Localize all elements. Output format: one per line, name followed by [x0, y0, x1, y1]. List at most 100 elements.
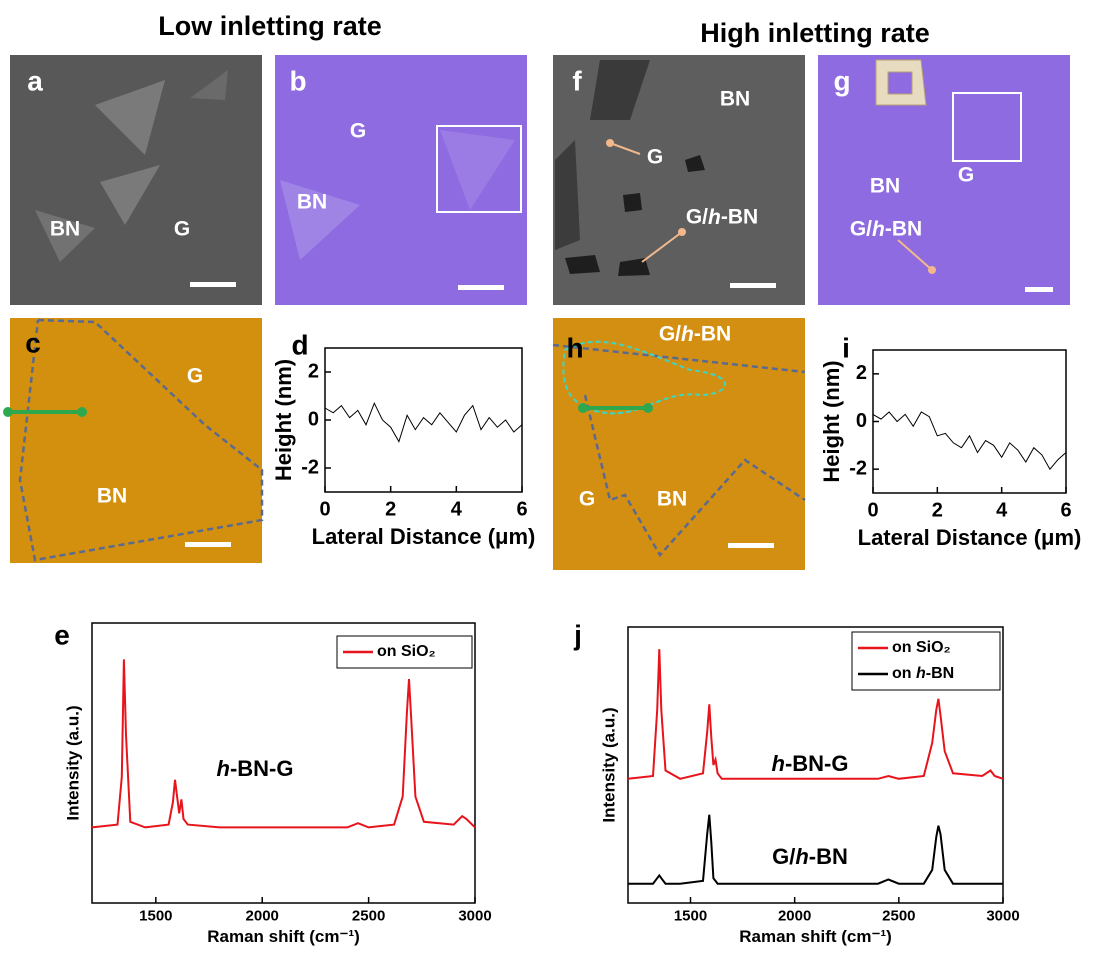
scale-bar: [1025, 287, 1053, 292]
plot-frame: [627, 626, 1004, 904]
flake: [440, 130, 515, 210]
legend-label: on h-BN: [892, 665, 954, 682]
x-tick-label: 6: [1060, 499, 1071, 521]
image-label: BN: [297, 191, 327, 214]
data-line: [872, 411, 1067, 471]
x-tick-label: 2000: [778, 907, 811, 924]
panel-label: j: [573, 619, 582, 650]
particle: [875, 59, 927, 106]
x-axis-label: Lateral Distance (μm): [312, 524, 536, 549]
pointer-dot: [606, 139, 614, 147]
x-tick-label: 0: [319, 498, 330, 520]
panel-label: c: [25, 327, 41, 358]
panel-label: a: [27, 65, 43, 96]
panel-label: d: [291, 329, 308, 360]
x-axis-label: Raman shift (cm⁻¹): [739, 927, 892, 946]
profile-end: [578, 403, 588, 413]
heading: High inletting rate: [700, 18, 930, 48]
y-tick-label: 0: [308, 408, 319, 430]
y-tick-label: 2: [308, 360, 319, 382]
optical-image: [818, 55, 1070, 305]
plot-frame: [91, 622, 476, 904]
data-line: [324, 401, 523, 443]
data-line: [91, 659, 476, 829]
outline: [583, 394, 806, 558]
x-tick-label: 4: [451, 498, 463, 520]
highlight-box: [436, 125, 522, 213]
profile-end: [77, 407, 87, 417]
highlight-box: [952, 92, 1022, 162]
legend-label: on SiO₂: [377, 643, 436, 660]
image-label: G: [958, 164, 974, 187]
x-tick-label: 1500: [674, 907, 707, 924]
scale-bar: [458, 285, 504, 290]
x-tick-label: 2: [932, 499, 943, 521]
y-axis-label: Intensity (a.u.): [63, 705, 82, 820]
pointer: [897, 239, 933, 271]
flake: [35, 210, 95, 262]
image-label: G/h-BN: [850, 218, 922, 241]
hole: [565, 255, 600, 274]
x-axis-label: Raman shift (cm⁻¹): [207, 927, 360, 946]
profile-end: [3, 407, 13, 417]
flake: [190, 70, 228, 100]
panel-label: f: [572, 65, 582, 96]
image-label: BN: [870, 175, 900, 198]
hole: [685, 155, 705, 172]
image-label: G: [174, 218, 190, 241]
x-tick-label: 2500: [882, 907, 915, 924]
panel-label: b: [289, 65, 306, 96]
scale-bar: [185, 542, 231, 547]
plot-frame: [324, 347, 523, 493]
x-tick-label: 4: [996, 499, 1008, 521]
annotation: h-BN-G: [772, 751, 849, 776]
image-label: G: [647, 146, 663, 169]
image-label: G: [350, 120, 366, 143]
image-label: G: [187, 365, 203, 388]
panel-label: i: [842, 332, 850, 363]
x-tick-label: 3000: [986, 907, 1019, 924]
flake: [280, 180, 360, 260]
y-axis-label: Height (nm): [819, 360, 844, 482]
pointer-dot: [678, 228, 686, 236]
outline: [18, 318, 264, 562]
x-tick-label: 1500: [139, 907, 172, 924]
data-line: [627, 649, 1004, 780]
image-label: G: [579, 488, 595, 511]
flake: [100, 165, 160, 225]
x-tick-label: 2: [385, 498, 396, 520]
y-tick-label: -2: [301, 456, 319, 478]
y-axis-label: Height (nm): [271, 359, 296, 481]
afm-image: [553, 318, 805, 570]
x-tick-label: 2000: [246, 907, 279, 924]
flake: [590, 60, 650, 120]
x-tick-label: 6: [516, 498, 527, 520]
y-tick-label: 2: [856, 362, 867, 384]
y-tick-label: -2: [849, 457, 867, 479]
annotation: h-BN-G: [217, 756, 294, 781]
y-tick-label: 0: [856, 410, 867, 432]
flake: [95, 80, 165, 155]
legend-box: [851, 631, 1001, 691]
flake: [555, 140, 580, 250]
pointer-dot: [928, 266, 936, 274]
panel-label: h: [566, 332, 583, 363]
annotation: G/h-BN: [772, 844, 848, 869]
hole: [618, 258, 650, 276]
panel-label: g: [833, 65, 850, 96]
hole: [623, 193, 642, 212]
image-label: G/h-BN: [686, 206, 758, 229]
image-label: BN: [720, 88, 750, 111]
panel-label: e: [54, 619, 70, 650]
image-label: BN: [50, 218, 80, 241]
scale-bar: [730, 283, 776, 288]
x-tick-label: 3000: [458, 907, 491, 924]
image-label: BN: [657, 488, 687, 511]
scale-bar: [190, 282, 236, 287]
image-label: G/h-BN: [659, 323, 731, 346]
x-axis-label: Lateral Distance (μm): [858, 525, 1082, 550]
legend-label: on SiO₂: [892, 639, 951, 656]
heading: Low inletting rate: [158, 11, 382, 41]
profile-end: [643, 403, 653, 413]
